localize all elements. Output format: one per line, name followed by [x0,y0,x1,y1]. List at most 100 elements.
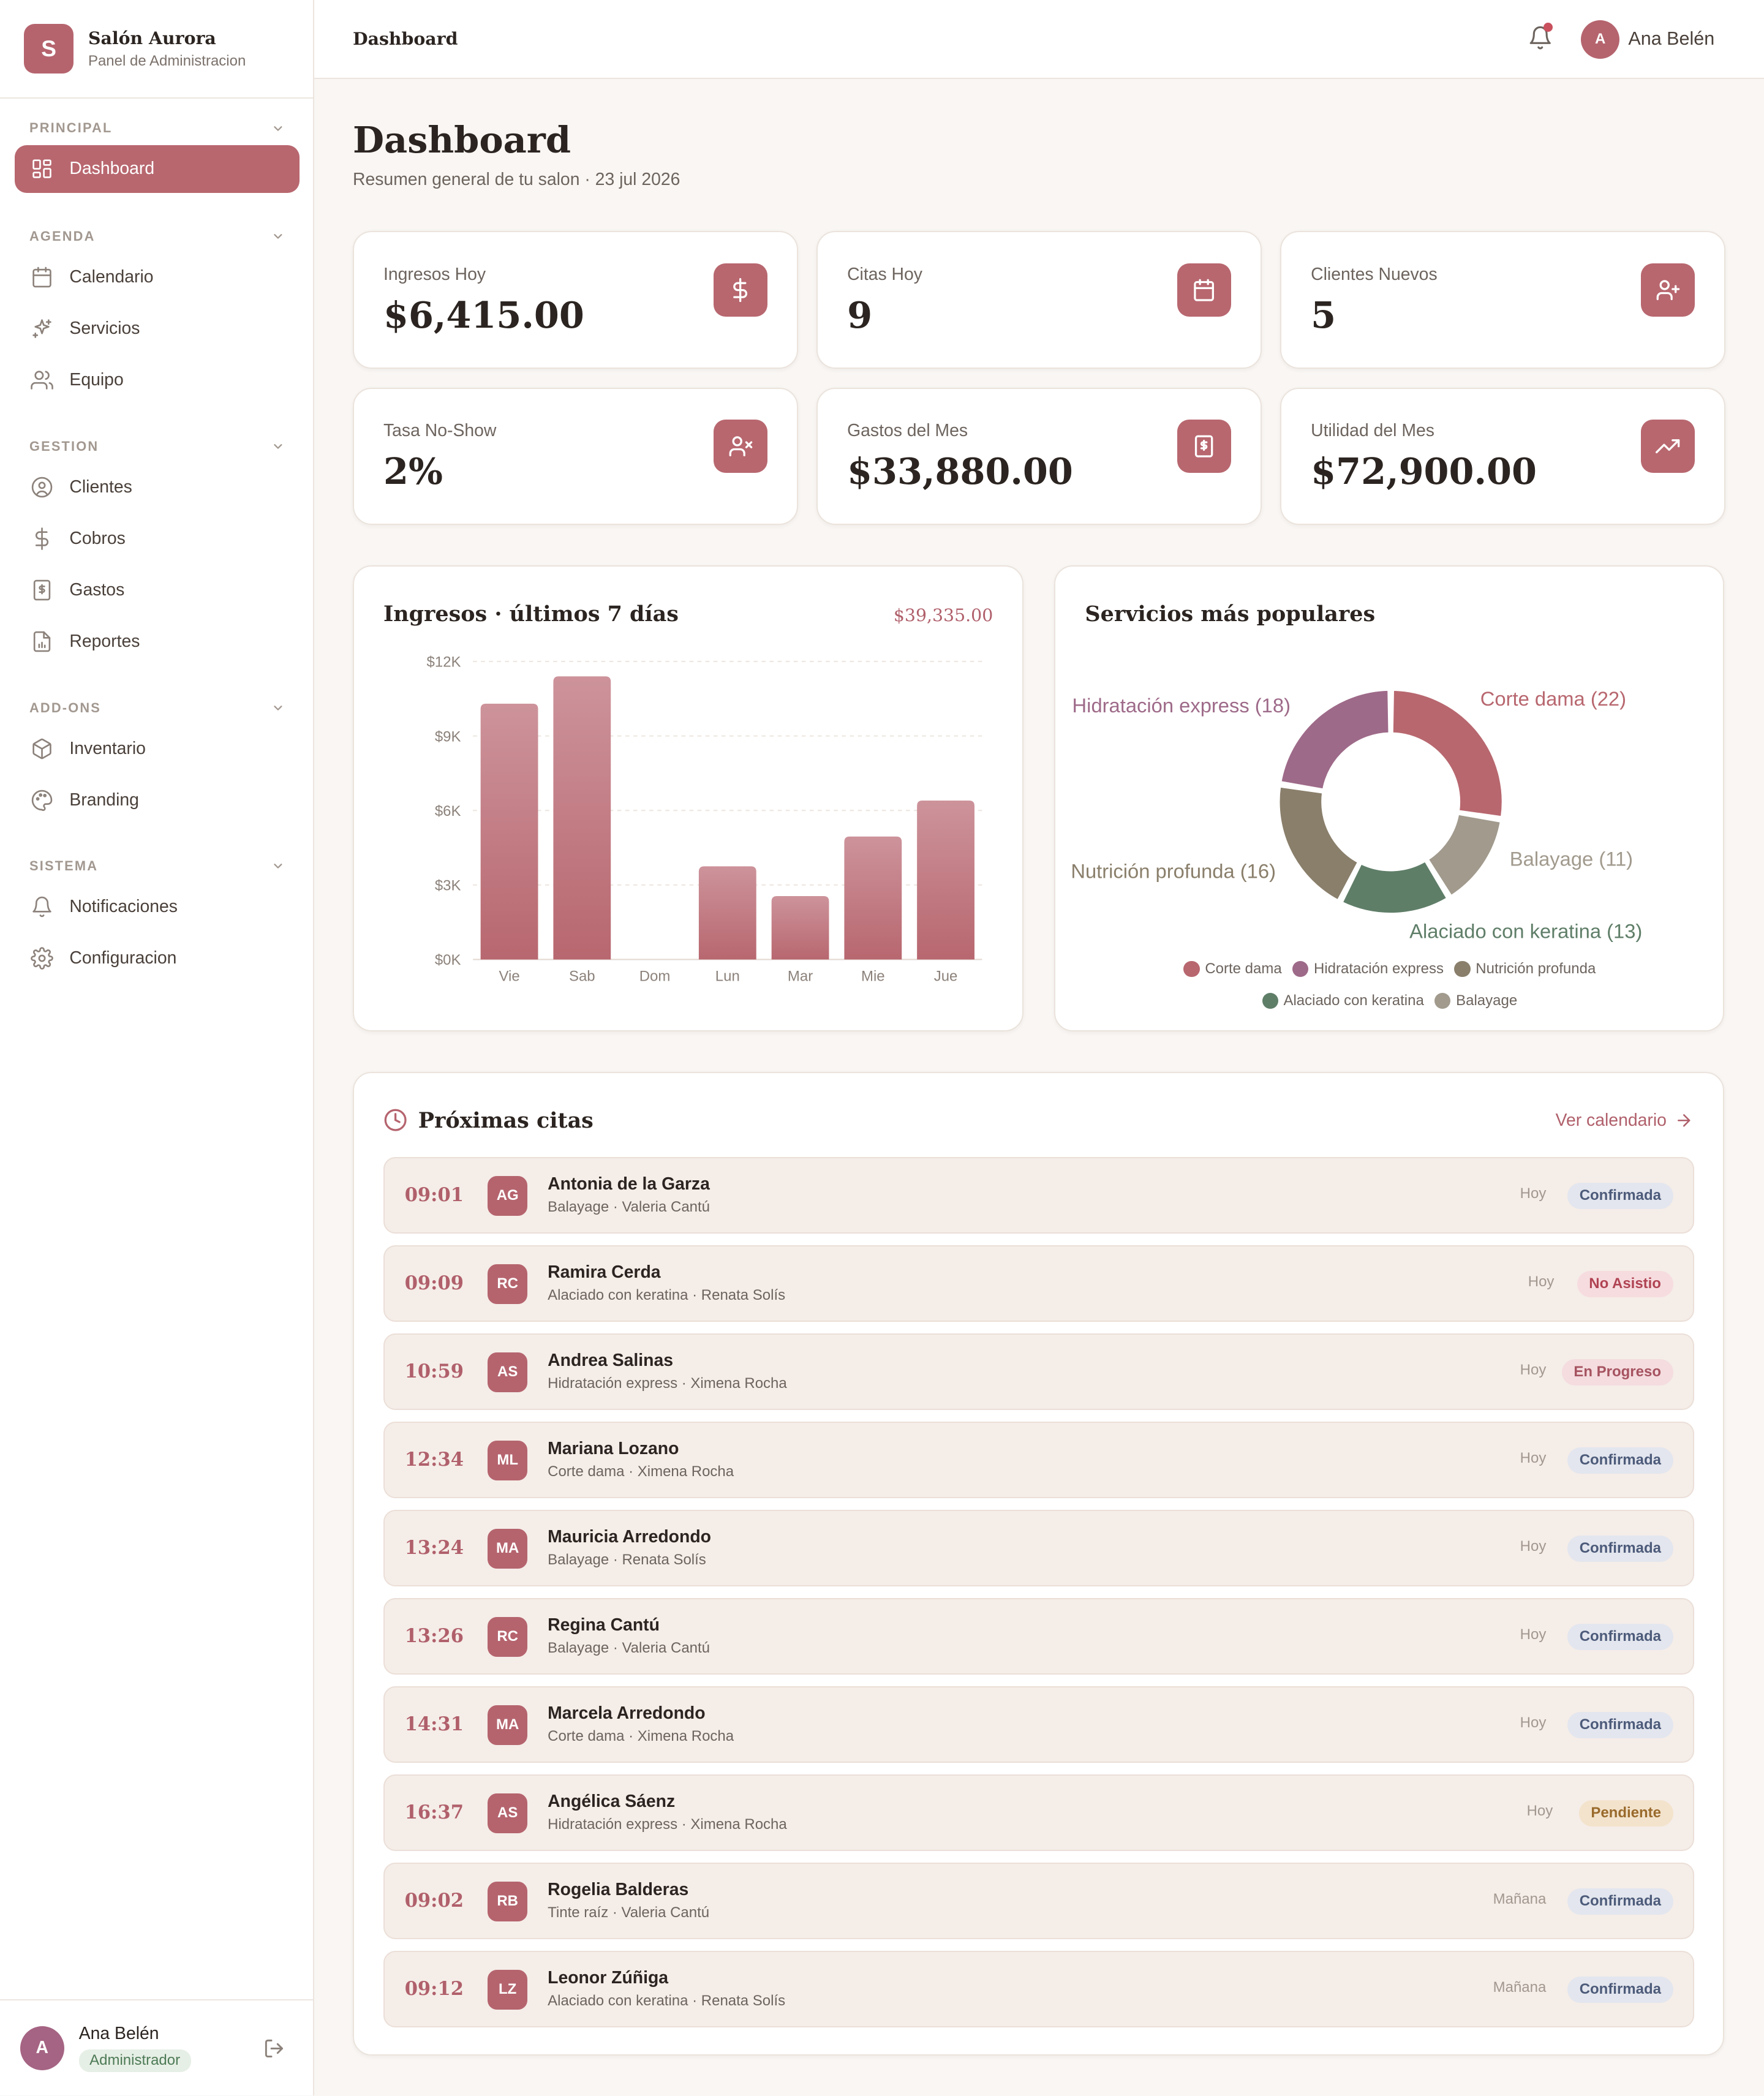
stat-card-clientes-nuevos: Clientes Nuevos 5 [1280,231,1725,369]
client-initials-avatar: MA [487,1705,528,1746]
notification-dot [1543,23,1553,32]
sidebar-item-label: Branding [69,790,139,810]
bar-vie[interactable] [480,703,538,960]
revenue-total: $39,335.00 [893,605,993,626]
appointment-row[interactable]: 13:26 RC Regina Cantú Balayage · Valeria Ca… [383,1598,1695,1675]
nav-section-heading[interactable]: ADD-ONS [0,695,314,722]
sidebar-item-servicios[interactable]: Servicios [15,304,300,353]
stat-value: 9 [847,293,873,336]
x-tick-label: Jue [934,968,958,984]
nav-section-label: SISTEMA [29,858,99,873]
topbar: Dashboard A Ana Belén [314,0,1764,79]
stat-value: 2% [383,450,443,493]
stat-icon-tile [714,419,767,473]
appointment-row[interactable]: 13:24 MA Mauricia Arredondo Balayage · Rena… [383,1510,1695,1586]
chevron-down-icon[interactable] [271,859,285,873]
header-user-name[interactable]: Ana Belén [1628,28,1715,49]
client-name: Andrea Salinas [548,1351,674,1371]
pie-slice-balayage[interactable] [1425,812,1504,899]
bar-jue[interactable] [917,800,974,960]
stat-card-utilidad-del-mes: Utilidad del Mes $72,900.00 [1280,387,1725,526]
nav-section-heading[interactable]: PRINCIPAL [0,115,314,142]
chart-legend: Corte dama Hidratación express Nutrición p… [1055,952,1722,1017]
y-tick-label: $0K [435,952,461,968]
sidebar-item-dashboard[interactable]: Dashboard [14,145,300,194]
nav-section-label: PRINCIPAL [29,120,113,136]
header-avatar[interactable]: A [1581,20,1620,59]
bar-sab[interactable] [553,676,611,960]
legend-item[interactable]: Alaciado con keratina [1262,985,1424,1017]
sidebar-item-equipo[interactable]: Equipo [15,356,300,404]
pie-slice-corte-dama[interactable] [1390,688,1505,819]
stat-card-ingresos-hoy: Ingresos Hoy $6,415.00 [352,231,798,369]
dashboard-icon [32,159,51,179]
appointment-time: 16:37 [404,1801,464,1823]
sidebar-item-branding[interactable]: Branding [15,777,300,825]
pie-slice-nutrici-n-profunda[interactable] [1277,784,1361,903]
nav-section-add-ons: ADD-ONS Inventario Branding [0,695,314,825]
sidebar-item-inventario[interactable]: Inventario [15,725,300,774]
legend-item[interactable]: Nutrición profunda [1454,952,1596,984]
appointment-row[interactable]: 09:12 LZ Leonor Zúñiga Alaciado con keratin… [383,1951,1695,2027]
chevron-down-icon[interactable] [271,230,285,243]
appointment-row[interactable]: 09:01 AG Antonia de la Garza Balayage · Val… [383,1157,1695,1234]
appointment-time: 14:31 [404,1713,464,1735]
revenue-chart-title: Ingresos · últimos 7 días [383,601,679,627]
appointment-day: Hoy [1526,1802,1553,1819]
bar-lun[interactable] [698,866,756,960]
brand-name: Salón Aurora [88,28,216,49]
appointment-day: Hoy [1520,1449,1547,1466]
notifications-bell-icon[interactable] [1528,25,1553,50]
nav-section-principal: PRINCIPAL Dashboard [0,115,314,194]
stat-label: Utilidad del Mes [1311,421,1434,441]
service-stylist: Corte dama · Ximena Rocha [548,1463,734,1480]
bar-mar[interactable] [771,895,829,960]
client-initials-avatar: AG [487,1175,528,1216]
appointment-day: Hoy [1520,1185,1547,1202]
brand-logo: S [24,24,74,74]
trending-up-icon [1656,439,1680,453]
logout-icon[interactable] [263,2038,285,2059]
nav-section-heading[interactable]: AGENDA [0,223,314,250]
nav-section-heading[interactable]: SISTEMA [0,853,314,880]
stat-value: $33,880.00 [847,450,1073,493]
sidebar-item-gastos[interactable]: Gastos [15,566,300,614]
service-stylist: Tinte raíz · Valeria Cantú [548,1904,710,1921]
sidebar-item-configuracion[interactable]: Configuracion [15,934,300,982]
clock-icon [384,1109,407,1131]
appointments-title: Próximas citas [418,1107,594,1133]
users-icon [31,371,54,390]
appointment-row[interactable]: 10:59 AS Andrea Salinas Hidratación express… [383,1333,1695,1410]
bar-mie[interactable] [844,836,902,960]
chevron-down-icon[interactable] [271,701,285,715]
sidebar-item-reportes[interactable]: Reportes [15,617,300,666]
nav-section-heading[interactable]: GESTION [0,433,314,460]
client-name: Mariana Lozano [548,1439,679,1459]
pie-slice-alaciado-con-keratina[interactable] [1340,858,1450,916]
sidebar-item-clientes[interactable]: Clientes [15,463,300,511]
slice-label: Nutrición profunda (16) [1071,859,1276,882]
sidebar-item-notificaciones[interactable]: Notificaciones [15,883,300,931]
pie-slice-hidrataci-n-express[interactable] [1279,688,1392,792]
legend-item[interactable]: Hidratación express [1292,952,1444,984]
appointment-row[interactable]: 09:09 RC Ramira Cerda Alaciado con keratina… [383,1245,1695,1322]
sidebar-item-calendario[interactable]: Calendario [15,253,300,301]
chevron-down-icon[interactable] [271,440,285,453]
appointment-row[interactable]: 14:31 MA Marcela Arredondo Corte dama · Xim… [383,1686,1695,1763]
chevron-down-icon[interactable] [271,122,285,135]
brand[interactable]: S Salón Aurora Panel de Administracion [0,0,313,99]
legend-item[interactable]: Corte dama [1183,952,1282,984]
avatar[interactable]: A [20,2026,64,2070]
services-donut-chart: Corte dama (22) Balayage (11) Alaciado con… [1071,687,1643,943]
appointment-row[interactable]: 16:37 AS Angélica Sáenz Hidratación express… [383,1774,1695,1851]
status-badge: Confirmada [1567,1447,1673,1474]
sidebar-item-label: Dashboard [69,159,155,179]
appointment-time: 09:02 [404,1889,464,1912]
legend-item[interactable]: Balayage [1434,985,1517,1017]
sidebar-item-cobros[interactable]: Cobros [15,515,300,563]
client-name: Marcela Arredondo [548,1703,706,1724]
view-calendar-link[interactable]: Ver calendario [1556,1110,1694,1131]
appointment-row[interactable]: 12:34 ML Mariana Lozano Corte dama · Ximena… [383,1422,1695,1498]
appointment-row[interactable]: 09:02 RB Rogelia Balderas Tinte raíz · Vale… [383,1863,1695,1939]
revenue-chart-card: Ingresos · últimos 7 días $39,335.00 $0K… [352,565,1024,1032]
